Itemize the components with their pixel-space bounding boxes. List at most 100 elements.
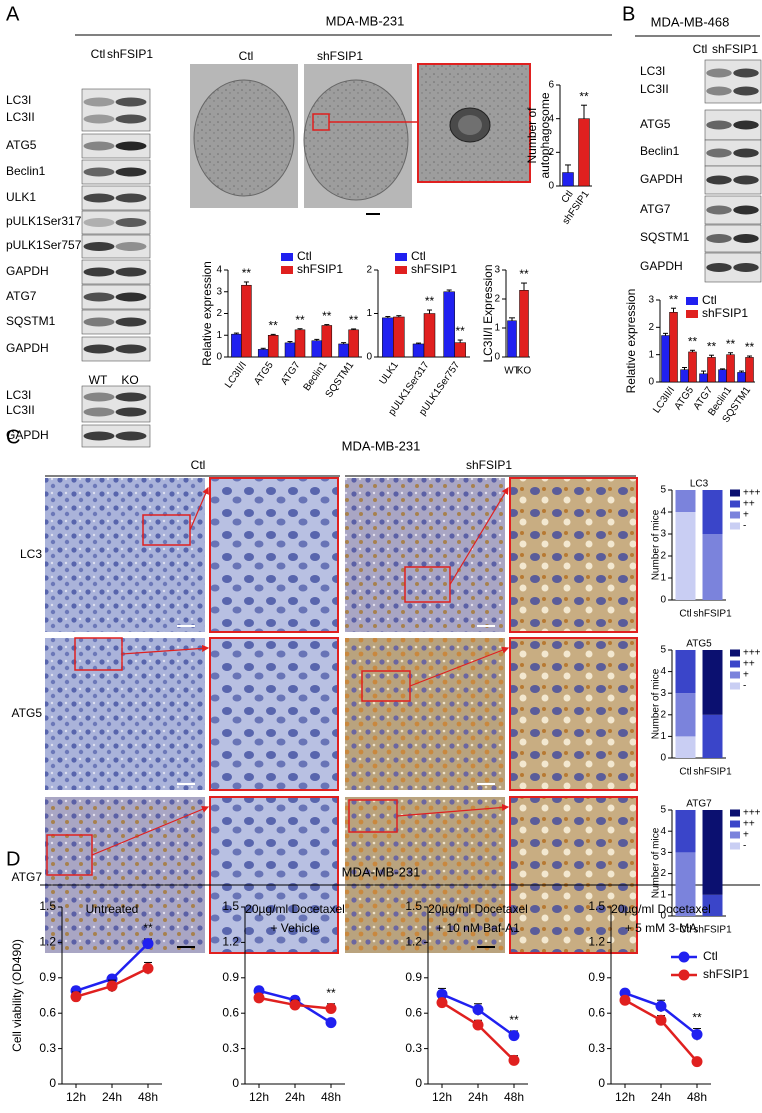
stacked-segment — [702, 714, 723, 758]
blot-label: LC3II — [640, 82, 669, 96]
x-tick-label: shFSIP1 — [693, 767, 732, 778]
roi-arrow — [449, 486, 509, 585]
blot-band — [83, 193, 115, 203]
point — [253, 992, 265, 1004]
legend-swatch — [395, 266, 407, 274]
point — [436, 988, 448, 1000]
bar — [680, 369, 689, 383]
bar — [669, 312, 678, 383]
y-tick-label: 1 — [660, 573, 666, 584]
y-axis-label: Number of mice — [651, 509, 662, 580]
bar — [562, 172, 574, 187]
y-tick-label: 1.5 — [588, 899, 605, 913]
ihc-images — [45, 477, 638, 954]
legend-label: Ctl — [702, 293, 717, 307]
stacked-segment — [702, 894, 723, 916]
legend-label: - — [743, 521, 746, 532]
roi-arrow — [121, 644, 210, 655]
x-tick-label: ATG7 — [279, 360, 303, 387]
legend-label: ++ — [743, 499, 755, 510]
panel-header: MDA-MB-231 — [342, 864, 421, 879]
point — [508, 1054, 520, 1066]
blot-label: ATG7 — [640, 202, 671, 216]
x-tick-label: 12h — [249, 1090, 269, 1104]
blot-label: LC3I — [6, 388, 31, 402]
legend-swatch — [281, 266, 293, 274]
bar — [382, 317, 394, 358]
y-tick-label: 4 — [660, 507, 666, 518]
blot-band — [83, 114, 115, 124]
legend-swatch — [730, 682, 740, 690]
blot-band — [115, 114, 147, 124]
stacked-segment — [675, 736, 696, 758]
significance: ** — [688, 334, 698, 348]
y-tick-label: 3 — [216, 286, 222, 297]
point — [325, 1017, 337, 1029]
blot-band — [115, 431, 147, 441]
legend-swatch — [281, 253, 293, 261]
y-tick-label: 0.9 — [39, 970, 56, 984]
ihc-image — [45, 638, 205, 790]
bar — [578, 118, 590, 187]
legend-label: shFSIP1 — [702, 306, 748, 320]
point — [436, 997, 448, 1009]
blot-column: Ctl — [693, 42, 708, 56]
blot-band — [733, 68, 759, 78]
ihc-image — [509, 637, 638, 791]
y-tick-label: 0.6 — [588, 1005, 605, 1019]
blot-band — [706, 205, 732, 215]
y-tick-label: 1.2 — [588, 935, 605, 949]
roi-arrow — [91, 805, 210, 856]
blot-band — [115, 407, 147, 417]
blot-band — [83, 242, 115, 251]
legend-label: +++ — [743, 648, 761, 659]
point — [289, 999, 301, 1011]
panel-letter: B — [622, 3, 635, 25]
point — [472, 1019, 484, 1031]
y-axis-label: Relative expression — [624, 289, 638, 394]
blot-band — [706, 234, 732, 243]
legend-swatch — [730, 671, 740, 679]
blot-label: GAPDH — [6, 341, 49, 355]
blot-band — [733, 175, 759, 185]
bar — [267, 335, 279, 358]
x-tick-label: LC3II/I — [223, 360, 249, 390]
x-tick-label: 12h — [615, 1090, 635, 1104]
bar — [519, 290, 529, 358]
y-tick-label: 0.3 — [405, 1041, 422, 1055]
blot-band — [83, 292, 115, 302]
x-tick-label: Ctl — [679, 609, 691, 620]
row-label: ATG7 — [12, 870, 43, 884]
y-tick-label: 2 — [660, 551, 666, 562]
group-label: shFSIP1 — [466, 458, 512, 472]
legend-swatch — [686, 297, 698, 305]
legend-label: - — [743, 841, 746, 852]
stacked-segment — [675, 852, 696, 916]
bar — [507, 320, 517, 358]
panel-header: MDA-MB-231 — [326, 13, 405, 28]
legend-swatch — [678, 951, 690, 963]
blot-label: GAPDH — [6, 264, 49, 278]
y-axis-label: Number of — [525, 107, 539, 164]
chart-title: + Vehicle — [270, 921, 319, 935]
legend-label: Ctl — [703, 949, 718, 963]
blot-band — [115, 292, 147, 302]
bar — [338, 343, 349, 358]
blot-band — [115, 267, 147, 277]
y-tick-label: 1.2 — [39, 935, 56, 949]
y-tick-label: 0.6 — [39, 1005, 56, 1019]
legend-label: shFSIP1 — [703, 967, 749, 981]
y-axis-label: autophagosome — [538, 92, 552, 178]
blot-label: ULK1 — [6, 190, 36, 204]
x-tick-label: shFSIP1 — [693, 609, 732, 620]
blot-strip — [704, 59, 762, 104]
panel-letter: D — [6, 848, 20, 870]
blot-band — [83, 392, 115, 402]
x-tick-label: 48h — [138, 1090, 158, 1104]
x-tick-label: Beclin1 — [302, 360, 330, 394]
x-tick-label: 24h — [102, 1090, 122, 1104]
blot-band — [733, 120, 759, 130]
roi-arrow — [396, 803, 510, 817]
legend-label: ++ — [743, 819, 755, 830]
blot-band — [115, 193, 147, 203]
